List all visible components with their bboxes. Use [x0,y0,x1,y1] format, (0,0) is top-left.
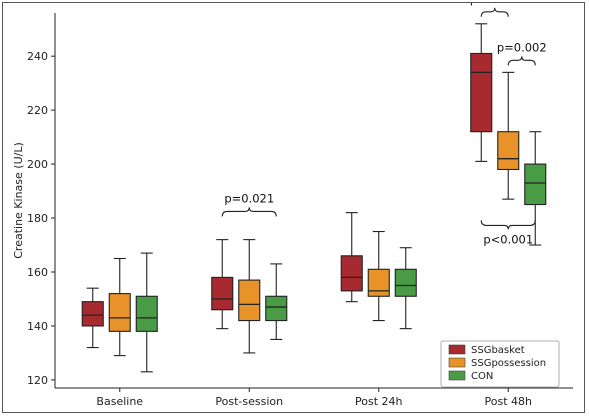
box-iqr [81,301,104,327]
box-plot-con-2 [394,247,417,330]
box-plots [81,23,547,373]
p-value-label: p=0.002 [497,40,547,54]
legend-label: CON [471,371,493,382]
bracket-line [480,220,536,230]
box-plot-chart: 120 140 160 180 200 220 240 Baseline Post-sessio… [12,3,573,408]
box-iqr [470,52,493,133]
x-tick-label: Baseline [96,395,143,408]
p-value-label: p=0.021 [224,191,274,205]
legend-swatch [448,357,466,368]
figure-frame: 120 140 160 180 200 220 240 Baseline Post-sessio… [2,2,585,413]
box-iqr [135,295,158,332]
box-iqr [265,295,288,322]
box-plot-con-0 [135,252,158,373]
significance-annotations: p<0.001 p=0.002 p<0.001 p=0.021 [221,3,547,246]
box-plot-ssgbasket-2 [340,212,363,303]
y-tick-label: 200 [27,158,48,171]
x-tick-label: Post 48h [485,395,533,408]
significance-bracket-2: p<0.001 [480,220,536,246]
bracket-line [221,207,277,217]
box-iqr [108,293,131,332]
box-plot-ssgpossession-3 [497,71,520,200]
y-tick-label: 160 [27,266,48,279]
legend-label: SSGbasket [471,345,525,356]
legend-box [440,340,560,388]
box-iqr [211,276,234,311]
box-plot-ssgbasket-1 [211,239,234,330]
y-tick-label: 240 [27,50,48,63]
y-axis-label: Creatine Kinase (U/L) [12,142,25,259]
legend-entry: SSGbasket [448,344,525,356]
legend-entry: CON [448,370,493,382]
significance-bracket-3: p=0.021 [221,191,277,217]
x-tick-label: Post-session [215,395,283,408]
y-tick-label: 140 [27,320,48,333]
legend-swatch [448,370,466,381]
box-iqr [238,279,261,322]
significance-bracket-1: p=0.002 [497,40,547,66]
box-iqr [497,131,520,171]
box-plot-ssgpossession-0 [108,257,131,357]
axes: 120 140 160 180 200 220 240 Baseline Post-sessio… [12,13,573,408]
box-plot-ssgpossession-2 [367,230,390,322]
box-plot-con-1 [265,263,288,340]
box-iqr [394,268,417,297]
box-plot-ssgbasket-0 [81,287,104,349]
x-tick-label: Post 24h [355,395,403,408]
y-tick-label: 220 [27,104,48,117]
box-plot-ssgbasket-3 [470,23,493,162]
legend-entry: SSGpossession [448,357,546,369]
significance-bracket-0: p<0.001 [470,3,520,17]
bracket-line [507,56,536,66]
bracket-line [480,7,509,17]
box-plot-con-3 [524,131,547,246]
p-value-label: p<0.001 [470,3,520,6]
y-tick-label: 120 [27,374,48,387]
box-iqr [340,255,363,292]
p-value-label: p<0.001 [483,232,533,246]
legend-swatch [448,344,466,355]
legend-label: SSGpossession [471,358,546,369]
y-tick-label: 180 [27,212,48,225]
box-plot-ssgpossession-1 [238,239,261,354]
box-iqr [367,268,390,297]
box-iqr [524,163,547,206]
legend: SSGbasket SSGpossession CON [440,340,560,388]
